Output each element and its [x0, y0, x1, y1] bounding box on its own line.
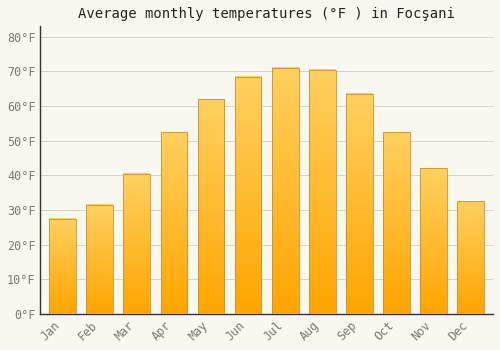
- Bar: [235, 77, 262, 314]
- Bar: [346, 94, 373, 314]
- Title: Average monthly temperatures (°F ) in Focşani: Average monthly temperatures (°F ) in Fo…: [78, 7, 455, 21]
- Bar: [383, 132, 410, 314]
- Bar: [458, 201, 484, 314]
- Bar: [160, 132, 188, 314]
- Bar: [309, 70, 336, 314]
- Bar: [420, 168, 447, 314]
- Bar: [49, 219, 76, 314]
- Bar: [272, 68, 298, 314]
- Bar: [86, 205, 113, 314]
- Bar: [124, 174, 150, 314]
- Bar: [198, 99, 224, 314]
